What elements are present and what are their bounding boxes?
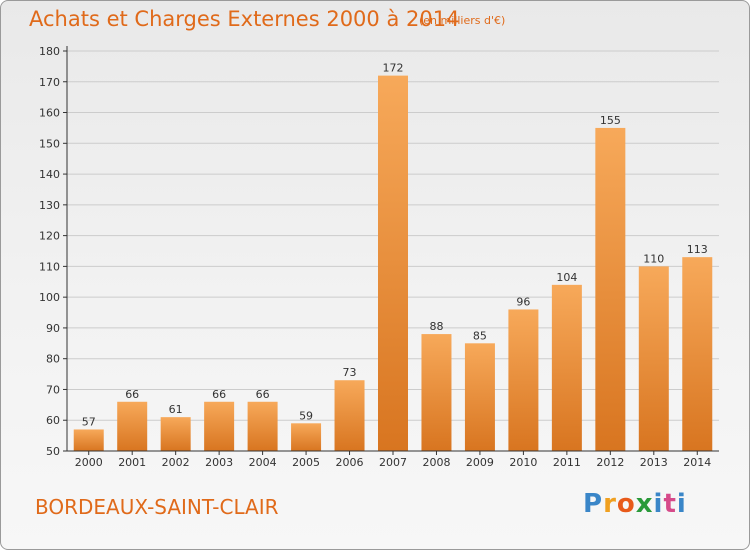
bar bbox=[378, 75, 408, 451]
x-tick-label: 2012 bbox=[596, 456, 624, 469]
x-tick-label: 2004 bbox=[249, 456, 277, 469]
bar bbox=[682, 257, 713, 451]
data-label: 61 bbox=[169, 403, 183, 416]
bar bbox=[247, 401, 278, 451]
value-labels: 57 66 61 66 66 59 73 172 88 85 96 104 155 110 113 bbox=[82, 62, 708, 429]
bar bbox=[117, 401, 148, 451]
bar bbox=[291, 423, 322, 451]
y-tick-label: 110 bbox=[39, 260, 60, 273]
x-tick-label: 2000 bbox=[75, 456, 103, 469]
data-label: 85 bbox=[473, 329, 487, 342]
bars bbox=[73, 75, 713, 451]
chart-subtitle: (en milliers d'€) bbox=[419, 14, 506, 27]
logo-letter: i bbox=[653, 489, 664, 519]
x-tick-label: 2006 bbox=[336, 456, 364, 469]
place-name: BORDEAUX-SAINT-CLAIR bbox=[35, 495, 279, 519]
bar bbox=[464, 343, 495, 451]
logo-letter: t bbox=[663, 489, 677, 519]
data-label: 110 bbox=[643, 252, 664, 265]
bar bbox=[334, 380, 365, 451]
y-tick-label: 60 bbox=[46, 414, 60, 427]
bar bbox=[638, 266, 669, 451]
data-label: 155 bbox=[600, 114, 621, 127]
y-tick-label: 90 bbox=[46, 322, 60, 335]
y-tick-label: 140 bbox=[39, 168, 60, 181]
y-tick-label: 120 bbox=[39, 230, 60, 243]
logo-letter: r bbox=[603, 489, 617, 519]
bar bbox=[204, 401, 235, 451]
data-label: 73 bbox=[343, 366, 357, 379]
x-tick-label: 2007 bbox=[379, 456, 407, 469]
logo-letter: o bbox=[616, 489, 636, 519]
bar bbox=[73, 429, 104, 451]
x-tick-label: 2001 bbox=[118, 456, 146, 469]
y-tick-label: 150 bbox=[39, 137, 60, 150]
y-tick-label: 50 bbox=[46, 445, 60, 458]
data-label: 104 bbox=[556, 271, 577, 284]
logo-letter: x bbox=[635, 489, 654, 519]
y-tick-label: 100 bbox=[39, 291, 60, 304]
x-tick-label: 2009 bbox=[466, 456, 494, 469]
data-label: 57 bbox=[82, 415, 96, 428]
y-tick-label: 160 bbox=[39, 107, 60, 120]
x-tick-label: 2010 bbox=[509, 456, 537, 469]
x-tick-label: 2005 bbox=[292, 456, 320, 469]
axes: 50 60 70 80 90 100 110 120 130 140 150 160 170 180 200… bbox=[39, 45, 719, 469]
y-tick-label: 180 bbox=[39, 45, 60, 58]
data-label: 88 bbox=[429, 320, 443, 333]
data-label: 59 bbox=[299, 409, 313, 422]
y-tick-label: 80 bbox=[46, 353, 60, 366]
data-label: 96 bbox=[516, 295, 530, 308]
data-label: 113 bbox=[687, 243, 708, 256]
bar bbox=[551, 284, 582, 451]
y-tick-label: 70 bbox=[46, 383, 60, 396]
proxiti-logo: Proxiti bbox=[583, 489, 687, 519]
bar bbox=[421, 334, 452, 451]
data-label: 66 bbox=[256, 388, 270, 401]
y-tick-label: 170 bbox=[39, 76, 60, 89]
bar bbox=[508, 309, 539, 451]
logo-letter: P bbox=[583, 489, 604, 519]
x-tick-label: 2013 bbox=[640, 456, 668, 469]
x-tick-label: 2014 bbox=[683, 456, 711, 469]
data-label: 66 bbox=[212, 388, 226, 401]
chart-title: Achats et Charges Externes 2000 à 2014 bbox=[29, 7, 460, 31]
data-label: 172 bbox=[383, 62, 404, 75]
x-tick-label: 2011 bbox=[553, 456, 581, 469]
bar bbox=[160, 417, 191, 451]
x-tick-label: 2008 bbox=[422, 456, 450, 469]
logo-letter: i bbox=[676, 489, 687, 519]
x-tick-label: 2002 bbox=[162, 456, 190, 469]
x-tick-label: 2003 bbox=[205, 456, 233, 469]
bar bbox=[595, 127, 626, 451]
data-label: 66 bbox=[125, 388, 139, 401]
y-tick-label: 130 bbox=[39, 199, 60, 212]
